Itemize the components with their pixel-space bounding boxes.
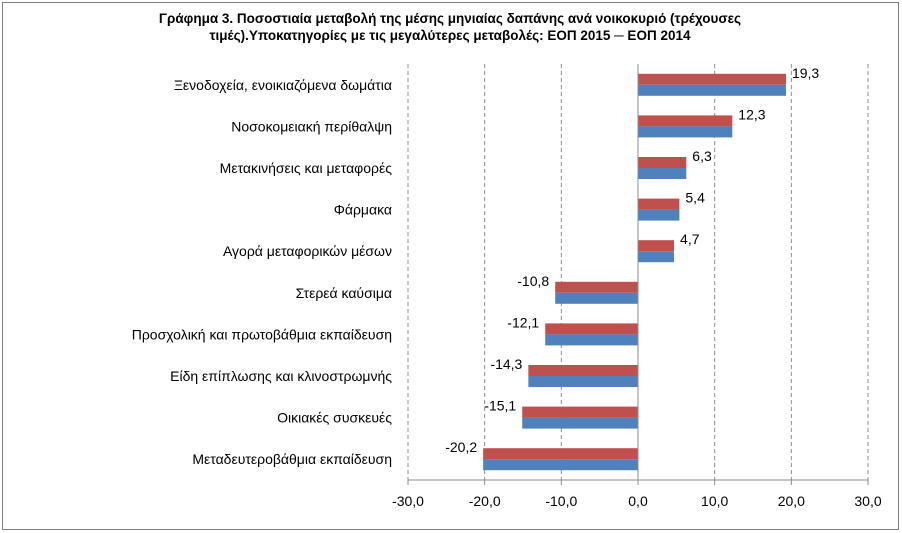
bar-top (555, 281, 638, 293)
category-label: Μετακινήσεις και μεταφορές (220, 160, 393, 176)
data-label: -15,1 (484, 398, 516, 414)
data-label: -12,1 (507, 314, 539, 330)
x-tick-label: 20,0 (778, 493, 805, 509)
category-label: Μεταδευτεροβάθμια εκπαίδευση (192, 451, 392, 467)
data-label: 4,7 (680, 231, 700, 247)
labels: 19,3 Ξενοδοχεία, ενοικιαζόμενα δωμάτια 12,… (132, 65, 882, 509)
bar-bottom (638, 126, 733, 138)
category-label: Οικιακές συσκευές (277, 410, 392, 426)
bar-top (522, 406, 638, 418)
bar-bottom (555, 292, 638, 304)
chart-title: Γράφημα 3. Ποσοστιαία μεταβολή της μέσης… (158, 11, 742, 43)
data-label: -20,2 (445, 439, 477, 455)
bar-bottom (522, 417, 638, 429)
bar-bottom (638, 84, 786, 96)
category-label: Είδη επίπλωσης και κλινοστρωμνής (170, 368, 392, 384)
data-label: 12,3 (738, 106, 765, 122)
data-label: 6,3 (692, 148, 712, 164)
category-label: Αγορά μεταφορικών μέσων (223, 243, 392, 259)
category-label: Φάρμακα (334, 202, 392, 218)
category-label: Προσχολική και πρωτοβάθμια εκπαίδευση (132, 326, 392, 342)
bars (483, 73, 786, 471)
x-tick-label: 10,0 (701, 493, 728, 509)
bar-bottom (638, 209, 680, 221)
bar-bottom (638, 168, 687, 179)
data-label: -10,8 (517, 273, 549, 289)
bar-top (528, 365, 638, 376)
data-label: 19,3 (792, 65, 819, 81)
x-tick-label: -20,0 (469, 493, 501, 509)
bar-bottom (638, 251, 675, 263)
bar-top (638, 240, 675, 252)
data-label: 5,4 (685, 190, 705, 206)
category-label: Ξενοδοχεία, ενοικιαζόμενα δωμάτια (174, 77, 392, 93)
bar-top (638, 73, 786, 85)
x-tick-label: -30,0 (392, 493, 424, 509)
x-tick-label: 0,0 (628, 493, 648, 509)
bar-top (483, 448, 638, 460)
data-label: -14,3 (490, 356, 522, 372)
x-tick-label: -10,0 (545, 493, 577, 509)
bar-top (638, 198, 680, 210)
bar-bottom (483, 459, 638, 471)
x-tick-label: 30,0 (854, 493, 881, 509)
category-label: Στερεά καύσιμα (296, 285, 392, 301)
bar-bottom (528, 376, 638, 387)
bar-top (638, 115, 733, 127)
bar-top (545, 323, 638, 335)
axes (407, 64, 869, 485)
bar-top (638, 157, 687, 168)
category-label: Νοσοκομειακή περίθαλψη (231, 118, 392, 134)
bar-bottom (545, 334, 638, 346)
